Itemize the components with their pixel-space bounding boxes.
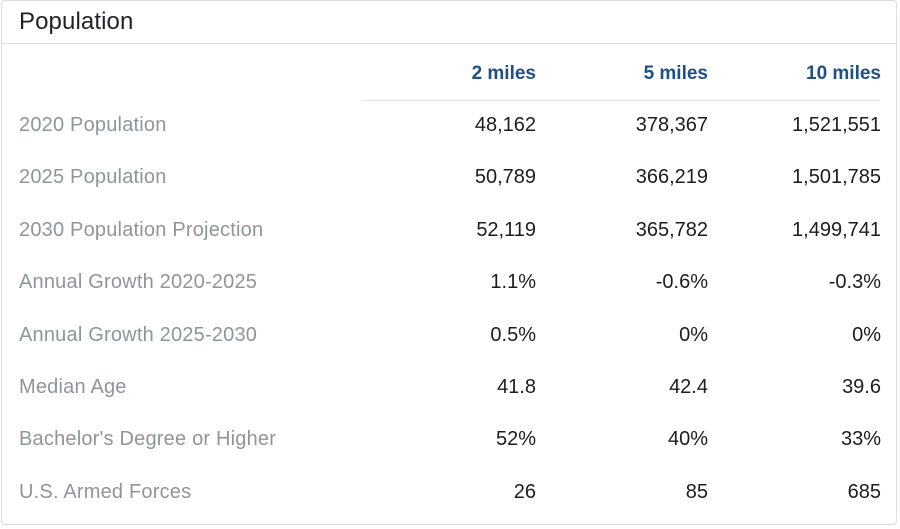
cell-5-miles: 40% — [667, 428, 708, 451]
cell-10-miles: 0% — [852, 323, 881, 346]
cell-5-miles: -0.6% — [655, 271, 708, 294]
table-row: 2020 Population 48,162 378,367 1,521,551 — [2, 101, 896, 153]
cell-2-miles: 50,789 — [474, 166, 536, 189]
card-title: Population — [19, 8, 134, 35]
cell-5-miles: 85 — [685, 480, 708, 503]
card-header: Population — [2, 1, 896, 44]
column-header-5-miles: 5 miles — [643, 63, 708, 84]
cell-10-miles: 33% — [840, 428, 881, 451]
row-label: 2030 Population Projection — [19, 218, 264, 241]
cell-2-miles: 48,162 — [474, 114, 536, 136]
table-row: Annual Growth 2020-2025 1.1% -0.6% -0.3% — [2, 258, 896, 310]
row-label: 2020 Population — [19, 114, 167, 136]
cell-10-miles: 685 — [847, 480, 881, 503]
table-header-row: 2 miles 5 miles 10 miles — [2, 44, 896, 101]
cell-5-miles: 378,367 — [635, 114, 708, 136]
row-label: Annual Growth 2020-2025 — [19, 271, 258, 294]
cell-10-miles: 39.6 — [842, 375, 881, 398]
table-row: Median Age 41.8 42.4 39.6 — [2, 363, 896, 415]
table-row: 2030 Population Projection 52,119 365,78… — [2, 206, 896, 258]
header-divider — [362, 100, 880, 101]
cell-10-miles: -0.3% — [828, 271, 881, 294]
row-label: U.S. Armed Forces — [19, 480, 192, 503]
column-header-10-miles: 10 miles — [806, 63, 881, 84]
table-row: U.S. Armed Forces 26 85 685 — [2, 468, 896, 520]
population-table: 2 miles 5 miles 10 miles 2020 Population… — [2, 44, 896, 520]
cell-5-miles: 0% — [679, 323, 708, 346]
cell-5-miles: 366,219 — [635, 166, 708, 189]
row-label: 2025 Population — [19, 166, 167, 189]
row-label: Annual Growth 2025-2030 — [19, 323, 258, 346]
cell-5-miles: 365,782 — [635, 218, 708, 241]
cell-2-miles: 41.8 — [497, 375, 536, 398]
table-row: Annual Growth 2025-2030 0.5% 0% 0% — [2, 311, 896, 363]
cell-10-miles: 1,499,741 — [792, 218, 881, 241]
cell-5-miles: 42.4 — [669, 375, 708, 398]
cell-2-miles: 1.1% — [490, 271, 536, 294]
row-label: Median Age — [19, 375, 127, 398]
cell-2-miles: 26 — [513, 480, 536, 503]
row-label: Bachelor's Degree or Higher — [19, 428, 277, 451]
table-row: 2025 Population 50,789 366,219 1,501,785 — [2, 153, 896, 205]
cell-2-miles: 0.5% — [490, 323, 536, 346]
cell-2-miles: 52% — [495, 428, 536, 451]
cell-10-miles: 1,521,551 — [792, 114, 881, 136]
cell-2-miles: 52,119 — [476, 218, 536, 241]
table-row: Bachelor's Degree or Higher 52% 40% 33% — [2, 415, 896, 467]
cell-10-miles: 1,501,785 — [792, 166, 881, 189]
column-header-2-miles: 2 miles — [471, 63, 536, 84]
